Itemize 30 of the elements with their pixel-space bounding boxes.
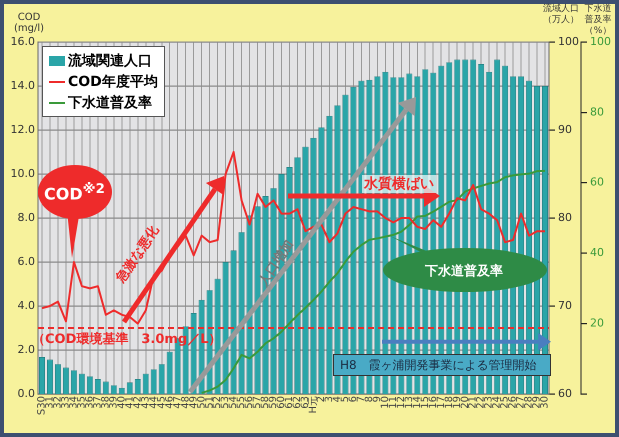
y-tick-label: 0.0 [18,386,35,400]
y2-tick-label: 70 [558,298,572,312]
y-tick-label: 2.0 [18,342,35,356]
legend-label: 流域関連人口 [68,52,152,70]
y3-tick-label: 60 [590,176,604,189]
annotation: COD$^{※2}$ [44,182,105,204]
y-tick-label: 12.0 [10,122,35,136]
legend-label: 下水道普及率 [68,94,152,112]
y2-tick-label: 80 [558,210,572,224]
annotation: 下水道普及率 [425,262,503,280]
y3-axis-title: 下水道普及率（%） [584,4,612,36]
y-tick-label: 16.0 [10,34,35,48]
y-tick-label: 6.0 [18,254,35,268]
legend-label: COD年度平均 [68,72,158,90]
y2-tick-label: 100 [558,34,579,48]
y2-tick-label: 90 [558,122,572,136]
y-tick-label: 10.0 [10,166,35,180]
y-tick-label: 14.0 [10,78,35,92]
y3-tick-label: 40 [590,246,604,260]
annotation: H8 霞ヶ浦開発事業による管理開始 [333,354,551,376]
y2-axis-title: 流域人口（万人） [542,4,580,26]
y3-tick-label: 80 [590,105,604,118]
y3-tick-label: 100 [590,34,611,48]
y3-tick-label: 20 [590,316,604,330]
y-axis-title: COD (mg/l) [14,12,44,34]
annotation: 人口増加 [254,236,298,290]
y-tick-label: 4.0 [18,298,35,312]
annotation: 水質横ばい [362,175,436,193]
y-tick-label: 8.0 [18,210,35,224]
annotation: 急激な悪化 [112,222,164,286]
